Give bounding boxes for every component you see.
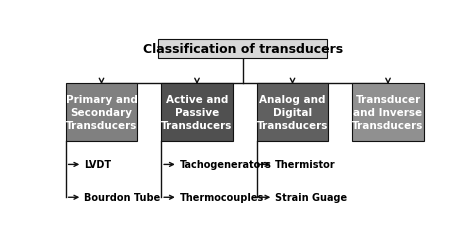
Text: Thermistor: Thermistor (275, 160, 336, 170)
FancyBboxPatch shape (161, 84, 233, 142)
Text: Active and
Passive
Transducers: Active and Passive Transducers (161, 95, 233, 131)
Text: Primary and
Secondary
Transducers: Primary and Secondary Transducers (65, 95, 137, 131)
Text: Tachogenerators: Tachogenerators (180, 160, 272, 170)
Text: Strain Guage: Strain Guage (275, 192, 347, 202)
Text: Classification of transducers: Classification of transducers (143, 43, 343, 56)
FancyBboxPatch shape (257, 84, 328, 142)
Text: Thermocouples: Thermocouples (180, 192, 264, 202)
FancyBboxPatch shape (352, 84, 424, 142)
Text: Bourdon Tube: Bourdon Tube (84, 192, 160, 202)
Text: Analog and
Digital
Transducers: Analog and Digital Transducers (257, 95, 328, 131)
Text: Transducer
and Inverse
Transducers: Transducer and Inverse Transducers (352, 95, 424, 131)
Text: LVDT: LVDT (84, 160, 111, 170)
FancyBboxPatch shape (158, 40, 328, 59)
FancyBboxPatch shape (66, 84, 137, 142)
